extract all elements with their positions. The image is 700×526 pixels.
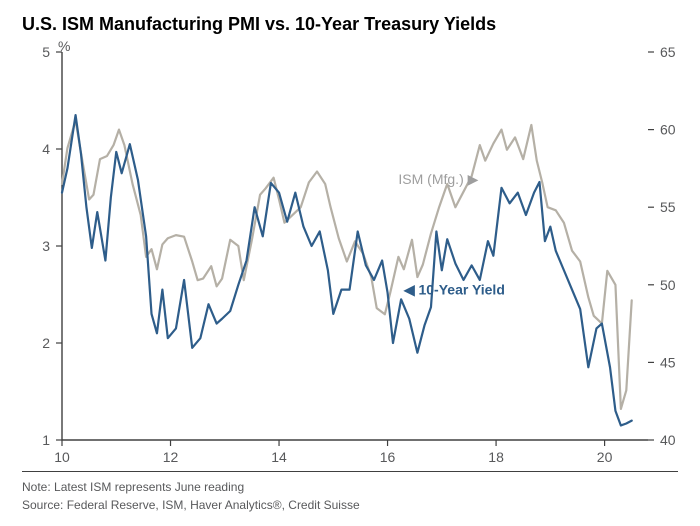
y-left-tick: 5 — [42, 44, 50, 60]
footer-note: Note: Latest ISM represents June reading — [22, 478, 678, 496]
y-right-tick: 40 — [660, 432, 676, 448]
y-right-tick: 45 — [660, 354, 676, 370]
x-tick: 10 — [54, 449, 70, 465]
x-tick: 20 — [597, 449, 613, 465]
y-right-tick: 50 — [660, 277, 676, 293]
y-left-tick: 2 — [42, 335, 50, 351]
series-yield — [62, 115, 632, 425]
label-ism: ISM (Mfg.) ▶ — [398, 171, 478, 187]
label-yield: ◀ 10-Year Yield — [403, 282, 505, 298]
y-left-tick: 4 — [42, 141, 50, 157]
y-left-tick: 3 — [42, 238, 50, 254]
x-tick: 12 — [163, 449, 179, 465]
x-tick: 16 — [380, 449, 396, 465]
y-right-tick: 60 — [660, 122, 676, 138]
y-left-tick: 1 — [42, 432, 50, 448]
x-tick: 14 — [271, 449, 287, 465]
x-tick: 18 — [488, 449, 504, 465]
y-right-tick: 55 — [660, 199, 676, 215]
footer-source: Source: Federal Reserve, ISM, Haver Anal… — [22, 496, 678, 514]
chart-canvas: 12345404550556065101214161820ISM (Mfg.) … — [0, 0, 700, 526]
y-right-tick: 65 — [660, 44, 676, 60]
